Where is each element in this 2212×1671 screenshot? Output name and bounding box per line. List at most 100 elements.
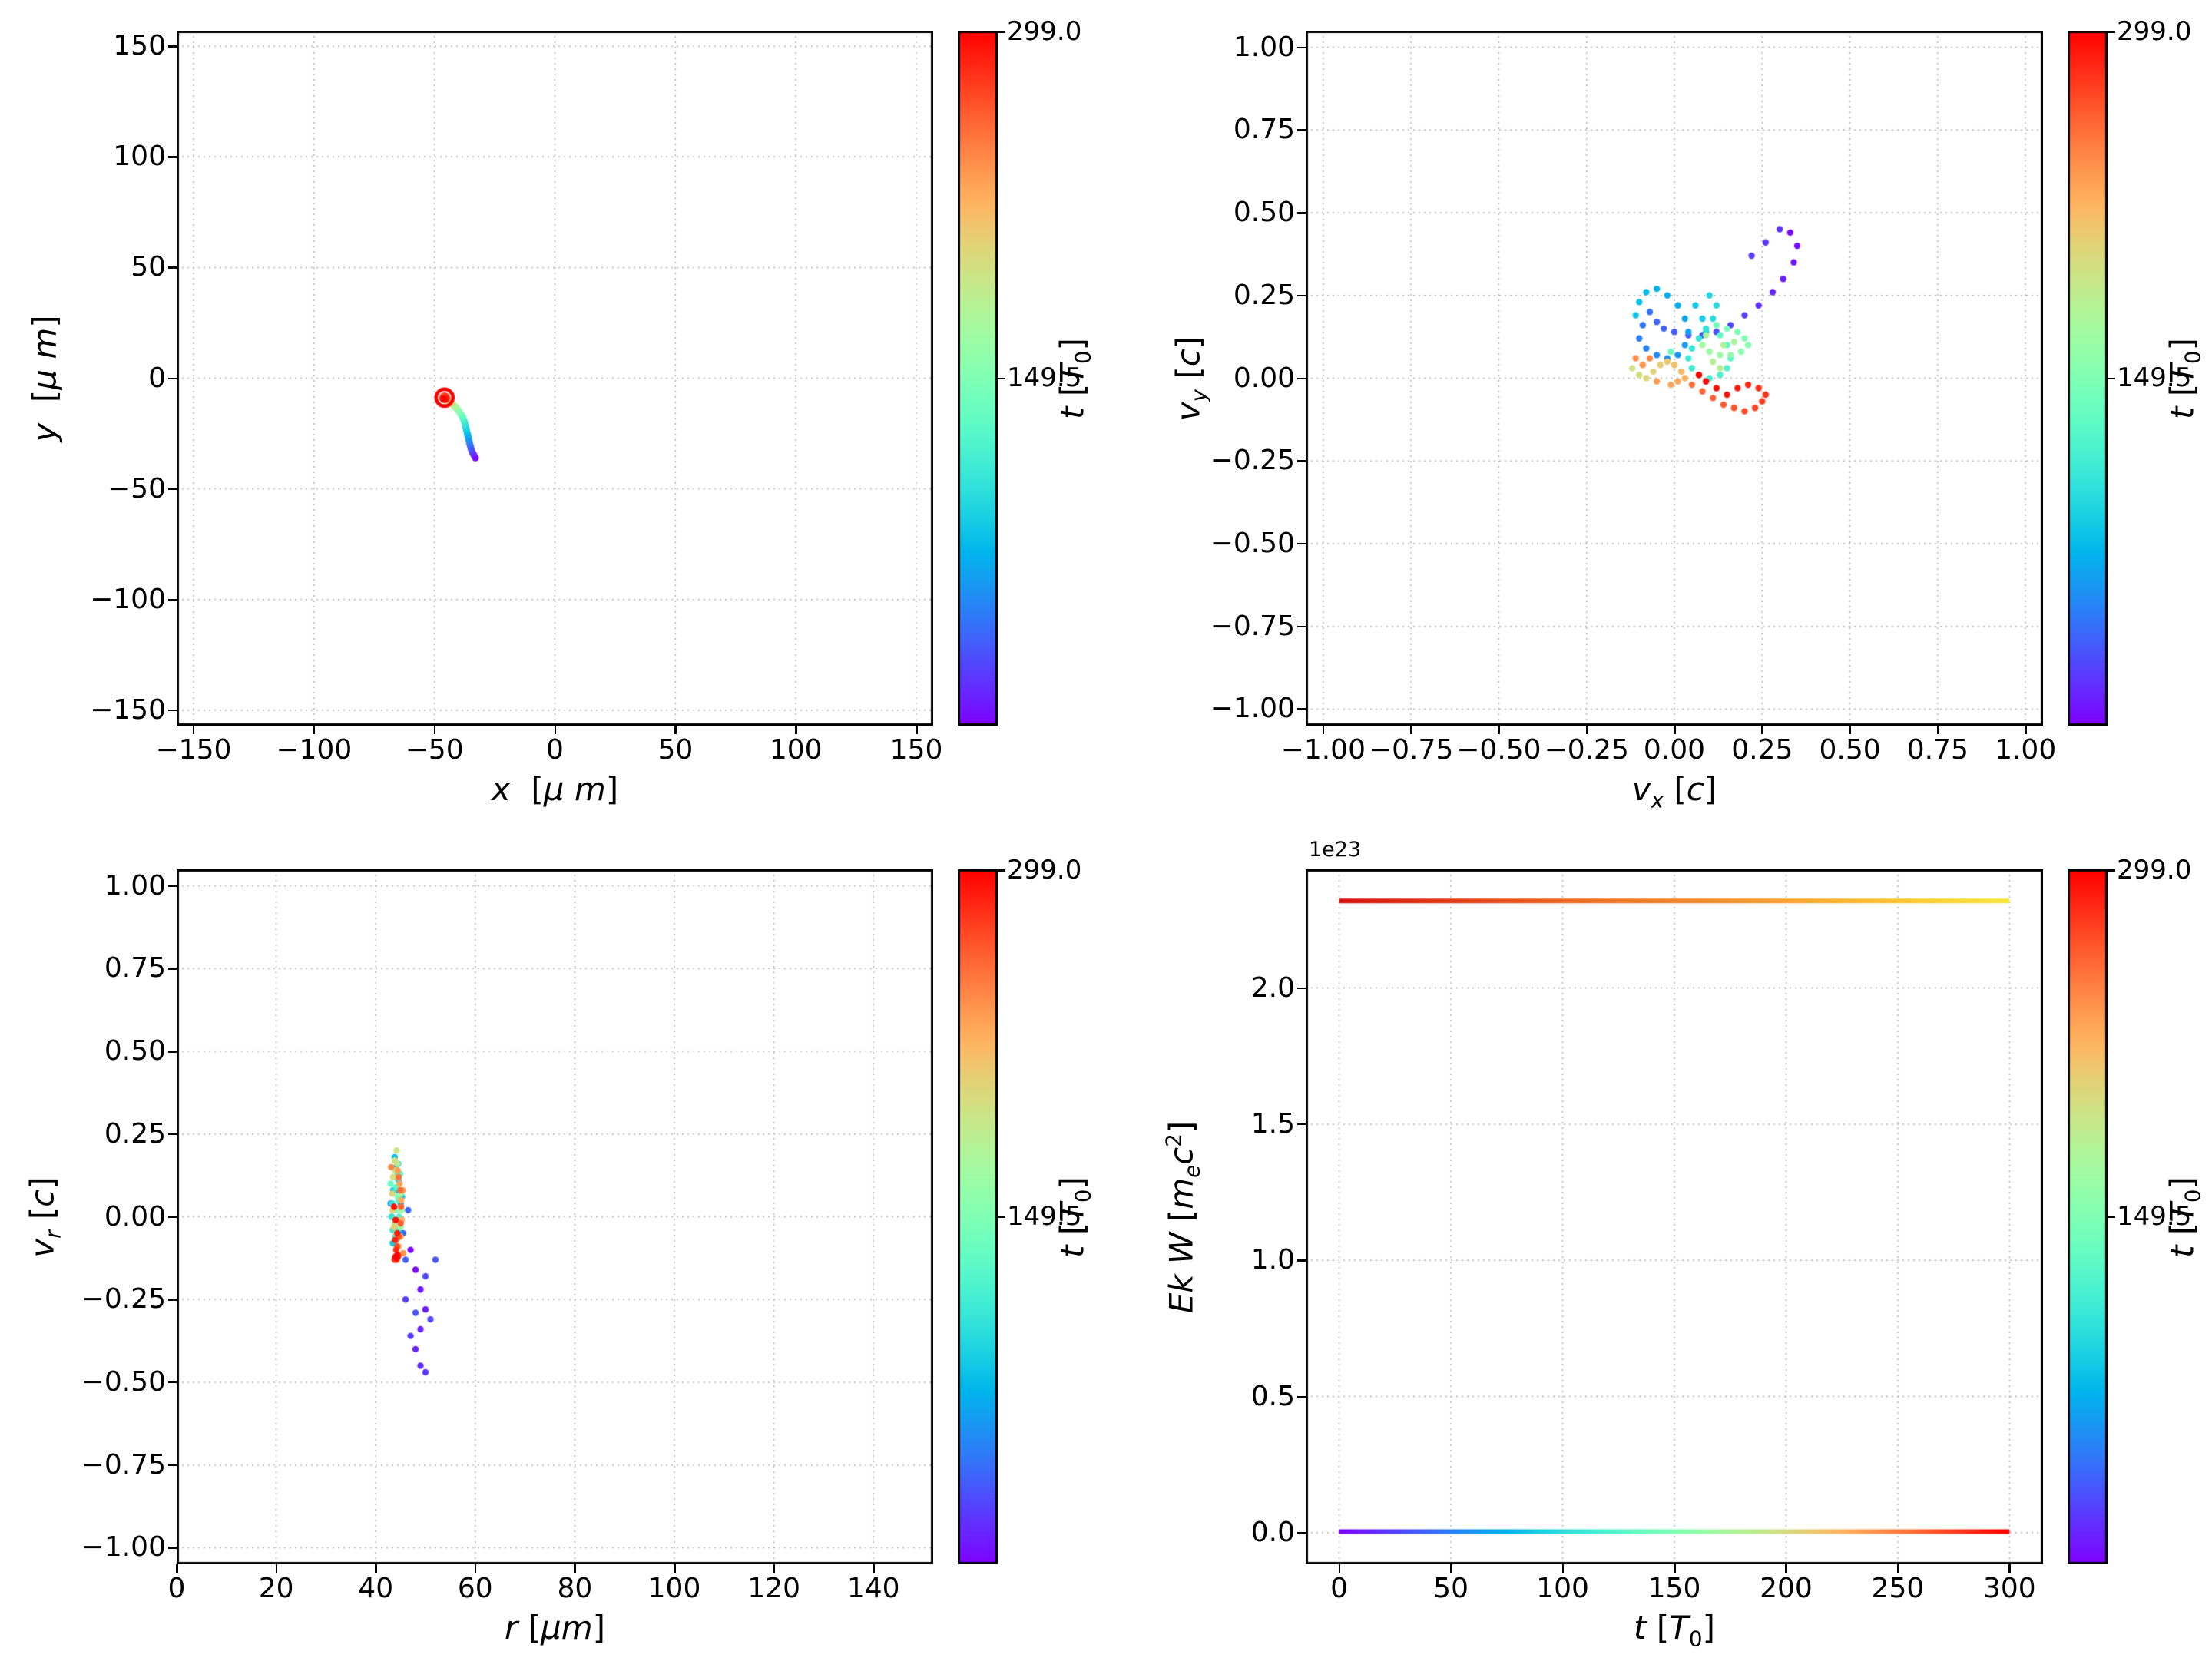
y-tick-mark	[1297, 542, 1306, 545]
label-segment: ]	[605, 770, 619, 808]
y-tick-mark	[168, 1464, 177, 1467]
x-tick-label: −0.75	[1368, 734, 1454, 766]
y-tick-label: 0.50	[1233, 197, 1295, 229]
x-tick-label: 250	[1871, 1573, 1925, 1604]
label-segment: x	[1651, 787, 1664, 813]
y-tick-mark	[1297, 294, 1306, 297]
x-tick-mark	[2025, 726, 2027, 734]
position-plot-canvas	[177, 31, 933, 726]
x-tick-label: 80	[557, 1573, 593, 1604]
y-tick-mark	[168, 266, 177, 269]
y-tick-label: −100	[90, 583, 166, 615]
y-tick-mark	[168, 1051, 177, 1053]
x-tick-mark	[375, 1564, 377, 1573]
x-tick-mark	[674, 726, 677, 734]
y-tick-label: 1.00	[1233, 31, 1295, 63]
label-segment: ]	[1702, 1609, 1715, 1646]
x-tick-mark	[1585, 726, 1588, 734]
label-segment: μm	[541, 1609, 593, 1646]
x-tick-mark	[873, 1564, 875, 1573]
label-segment: [	[1664, 770, 1687, 808]
x-tick-label: 0.50	[1819, 734, 1881, 766]
label-segment: [	[1162, 1209, 1200, 1233]
x-tick-label: 100	[769, 734, 823, 766]
x-tick-label: 0.00	[1643, 734, 1706, 766]
x-tick-label: 300	[1983, 1573, 2036, 1604]
x-tick-label: −0.50	[1456, 734, 1541, 766]
y-tick-mark	[1297, 1395, 1306, 1398]
y-tick-mark	[1297, 460, 1306, 462]
label-segment: c	[1686, 770, 1704, 808]
colorbar	[958, 869, 998, 1564]
x-tick-label: 40	[358, 1573, 394, 1604]
x-tick-mark	[1674, 1564, 1676, 1573]
colorbar-tick-mark	[2108, 377, 2115, 379]
y-tick-label: 2.0	[1250, 971, 1295, 1004]
x-tick-mark	[1561, 1564, 1565, 1573]
y-tick-label: 0.75	[1233, 114, 1295, 146]
label-segment: c	[1162, 1147, 1200, 1165]
label-segment: 0	[2180, 1188, 2206, 1203]
y-tick-mark	[168, 1216, 177, 1218]
x-tick-mark	[1322, 726, 1325, 734]
colorbar-mid-label: 149.5	[2117, 1200, 2192, 1232]
x-tick-label: 20	[258, 1573, 294, 1604]
colorbar-tick-mark	[998, 1216, 1005, 1218]
y-tick-label: 1.0	[1250, 1244, 1295, 1276]
label-segment: v	[1631, 770, 1651, 808]
label-segment: ]	[2163, 1176, 2201, 1189]
x-axis-label: t [T0]	[1306, 1609, 2043, 1651]
y-tick-label: 0.00	[1233, 362, 1295, 394]
label-segment: 0	[1688, 1626, 1703, 1652]
x-tick-label: 0	[1330, 1573, 1349, 1604]
x-tick-mark	[275, 1564, 278, 1573]
colorbar	[2068, 869, 2108, 1564]
x-tick-label: 50	[657, 734, 694, 766]
y-tick-mark	[168, 709, 177, 712]
colorbar-tick-mark	[2108, 1216, 2115, 1218]
colorbar-tick-mark	[2108, 869, 2115, 872]
y-tick-mark	[168, 488, 177, 491]
y-tick-label: 150	[113, 30, 166, 62]
y-tick-label: −0.75	[81, 1448, 166, 1481]
y-tick-label: −1.00	[1210, 693, 1295, 725]
y-tick-mark	[1297, 987, 1306, 990]
x-tick-label: 200	[1760, 1573, 1813, 1604]
y-tick-label: 1.5	[1250, 1107, 1295, 1140]
y-tick-mark	[168, 1381, 177, 1384]
x-axis-label: x [μ m]	[177, 770, 933, 808]
y-tick-mark	[1297, 1123, 1306, 1126]
y-tick-mark	[1297, 625, 1306, 628]
label-segment: [	[1646, 1609, 1670, 1646]
x-tick-mark	[1450, 1564, 1452, 1573]
label-segment: t	[1634, 1609, 1647, 1646]
label-segment: e	[1179, 1164, 1205, 1178]
y-tick-mark	[1297, 46, 1306, 49]
y-tick-label: −1.00	[81, 1531, 166, 1563]
y-tick-label: 0.50	[104, 1035, 166, 1067]
label-segment: [	[510, 770, 544, 808]
x-tick-mark	[574, 1564, 576, 1573]
x-tick-label: 0.75	[1906, 734, 1969, 766]
y-tick-label: 0.25	[104, 1117, 166, 1150]
velocity-plot-canvas	[1306, 31, 2043, 726]
x-axis-label: r [μm]	[177, 1609, 933, 1646]
y-tick-mark	[168, 1299, 177, 1301]
x-tick-mark	[433, 726, 436, 734]
y-tick-label: 0.0	[1250, 1516, 1295, 1548]
colorbar-tick-mark	[998, 377, 1005, 379]
x-tick-label: 120	[747, 1573, 800, 1604]
x-tick-mark	[1674, 726, 1676, 734]
x-tick-label: −150	[155, 734, 232, 766]
colorbar-tick-mark	[2108, 31, 2115, 33]
x-tick-mark	[1338, 1564, 1341, 1573]
y-tick-label: 0.75	[104, 952, 166, 984]
y-tick-label: −0.25	[81, 1283, 166, 1315]
label-segment: ]	[592, 1609, 606, 1646]
y-tick-label: 0.25	[1233, 279, 1295, 311]
y-tick-label: −50	[108, 472, 166, 505]
y-tick-label: −0.50	[81, 1365, 166, 1398]
